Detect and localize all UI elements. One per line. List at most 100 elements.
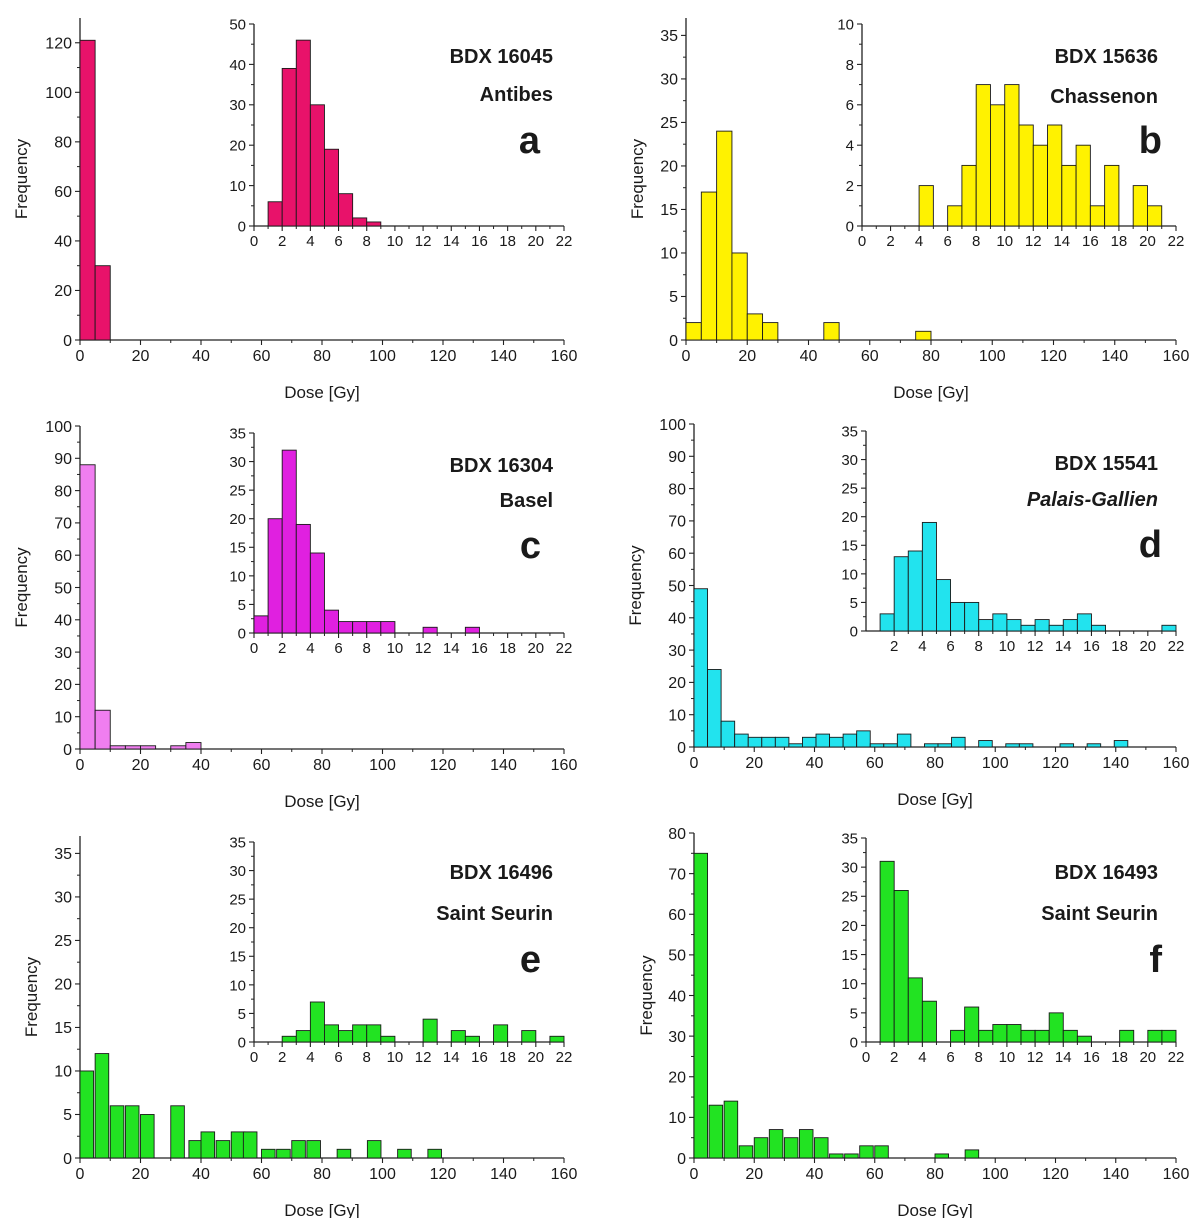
panel-f-inset-bar: [1119, 1029, 1135, 1043]
panel-b-inset-x-tick-label: 22: [1168, 233, 1185, 250]
panel-e-inset-x-tick-label: 16: [471, 1049, 488, 1066]
panel-c-inset-y-tick-label: 30: [229, 454, 246, 471]
panel-e-inset-y-tick-label: 20: [229, 920, 246, 937]
panel-d-inset-y-tick-label: 15: [841, 538, 858, 555]
panel-d-inset-y-tick-label: 5: [850, 595, 858, 612]
panel-f-inset-bar: [950, 1029, 966, 1043]
panel-e-inset-x-tick-label: 6: [334, 1049, 342, 1066]
panel-f-inset-x-tick-label: 2: [890, 1049, 898, 1066]
panel-a-inset-y-tick-label: 10: [229, 178, 246, 195]
panel-d-main-y-tick-label: 40: [668, 611, 686, 628]
panel-b-panel-letter: b: [1139, 120, 1162, 162]
panel-a-inset-x-tick-label: 8: [363, 233, 371, 250]
panel-f-main-bar: [768, 1129, 784, 1159]
panel-d-inset-bar: [1062, 619, 1078, 632]
panel-a-main-y-tick-label: 40: [54, 234, 72, 251]
panel-d-main-y-tick-label: 90: [668, 449, 686, 466]
panel-e-main-x-tick-label: 80: [313, 1166, 331, 1183]
panel-a-inset-y-tick-label: 40: [229, 57, 246, 74]
panel-c-main-y-tick-label: 0: [63, 742, 72, 759]
panel-b-inset-x-tick-label: 6: [943, 233, 951, 250]
panel-d-inset-x-tick-label: 4: [918, 638, 926, 655]
panel-b-main-x-tick-label: 80: [922, 348, 940, 365]
panel-c-main-y-tick-label: 30: [54, 645, 72, 662]
panel-d-main-bar: [951, 736, 966, 748]
panel-f-main-y-tick-label: 50: [668, 948, 686, 965]
panel-d-main-bar: [1059, 743, 1075, 748]
panel-e-main-y-tick-label: 25: [54, 933, 72, 950]
panel-e-main-x-tick-label: 140: [490, 1166, 517, 1183]
panel-a-main-bar: [79, 39, 96, 341]
panel-c-inset-bar: [253, 615, 269, 634]
panel-f-inset-bar: [1006, 1024, 1022, 1043]
panel-d-inset-x-tick-label: 22: [1168, 638, 1185, 655]
panel-e-inset-x-tick-label: 4: [306, 1049, 314, 1066]
panel-d-inset-y-tick-label: 20: [841, 509, 858, 526]
panel-f-main-x-tick-label: 100: [982, 1166, 1009, 1183]
panel-e-main-x-tick-label: 120: [430, 1166, 457, 1183]
panel-e-inset-x-tick-label: 22: [556, 1049, 573, 1066]
panel-d-main-x-tick-label: 120: [1042, 755, 1069, 772]
panel-d-main-y-tick-label: 70: [668, 514, 686, 531]
panel-f-inset-x-tick-label: 6: [946, 1049, 954, 1066]
panel-d-main-bar: [815, 733, 831, 748]
panel-e-main-x-tick-label: 60: [253, 1166, 271, 1183]
panel-a-main-x-tick-label: 120: [430, 348, 457, 365]
panel-b-main-y-tick-label: 10: [660, 246, 678, 263]
panel-f-main-bar: [783, 1137, 799, 1159]
panel-e-main-bar: [94, 1053, 110, 1159]
panel-d-main-bar: [747, 736, 763, 748]
panel-f-inset-y-tick-label: 5: [850, 1005, 858, 1022]
panel-b-inset-x-tick-label: 2: [886, 233, 894, 250]
panel-f-inset-bar: [879, 860, 895, 1043]
panel-e-main-y-tick-label: 20: [54, 977, 72, 994]
panel-d-main-y-tick-label: 10: [668, 707, 686, 724]
panel-d-inset: 2 4 6 8 10 12 14 16 18 20 22 0 5 10 15 20 25 30 35: [826, 423, 1184, 655]
panel-e-inset-x-tick-label: 0: [250, 1049, 258, 1066]
panel-f-inset-bar: [1020, 1029, 1036, 1043]
panel-e-main-bar: [291, 1140, 306, 1159]
panel-a-inset-x-tick-label: 14: [443, 233, 460, 250]
panel-d-inset-bar: [921, 521, 937, 632]
panel-d-main-bar: [802, 736, 817, 748]
panel-f-inset-y-tick-label: 30: [841, 860, 858, 877]
panel-d-inset-bar: [964, 601, 980, 632]
panel-f-main-x-tick-label: 120: [1042, 1166, 1069, 1183]
panel-f-inset-bar: [1062, 1029, 1078, 1043]
panel-f-main-bar: [798, 1129, 814, 1159]
panel-a-main-y-tick-label: 120: [45, 36, 72, 53]
panel-b-inset-bar: [961, 164, 977, 227]
panel-c-site-name: Basel: [500, 490, 553, 512]
panel-a-inset-bar: [338, 193, 354, 227]
panel-c-inset-x-tick-label: 12: [415, 640, 432, 657]
panel-d-inset-y-tick-label: 30: [841, 452, 858, 469]
panel-b-inset-x-tick-label: 4: [915, 233, 923, 250]
panel-f-x-axis-label: Dose [Gy]: [897, 1201, 973, 1218]
panel-b-main-bar: [823, 322, 840, 341]
panel-f-inset-y-tick-label: 15: [841, 947, 858, 964]
panel-f-main-x-tick-label: 80: [926, 1166, 944, 1183]
panel-f-inset-bar: [1034, 1029, 1050, 1043]
panel-e-inset-bar: [295, 1030, 311, 1043]
panel-c-inset-x-tick-label: 2: [278, 640, 286, 657]
panel-c-main-x-tick-label: 140: [490, 757, 517, 774]
panel-b-main-y-tick-label: 35: [660, 28, 678, 45]
panel-d-main-bar: [788, 743, 803, 748]
panel-f-inset-x-tick-label: 22: [1168, 1049, 1185, 1066]
panel-c-main-y-tick-label: 90: [54, 451, 72, 468]
panel-d-inset-y-tick-label: 10: [841, 566, 858, 583]
panel-e-main-bar: [188, 1140, 203, 1159]
panel-f-inset-bar: [964, 1006, 980, 1043]
panel-d-inset-bar: [1161, 624, 1177, 632]
panel-e-inset-y-tick-label: 0: [238, 1034, 246, 1051]
panel-f-inset-x-tick-label: 16: [1083, 1049, 1100, 1066]
panel-c-main-x-tick-label: 120: [430, 757, 457, 774]
panel-a-inset-x-tick-label: 6: [334, 233, 342, 250]
panel-f-inset-y-tick-label: 25: [841, 889, 858, 906]
panel-c-inset-bar: [267, 518, 283, 634]
panel-e-inset-y-tick-label: 30: [229, 863, 246, 880]
panel-d-main-bar: [774, 736, 790, 748]
panel-a-inset-bar: [366, 221, 382, 227]
panel-b-main-bar: [915, 330, 932, 341]
